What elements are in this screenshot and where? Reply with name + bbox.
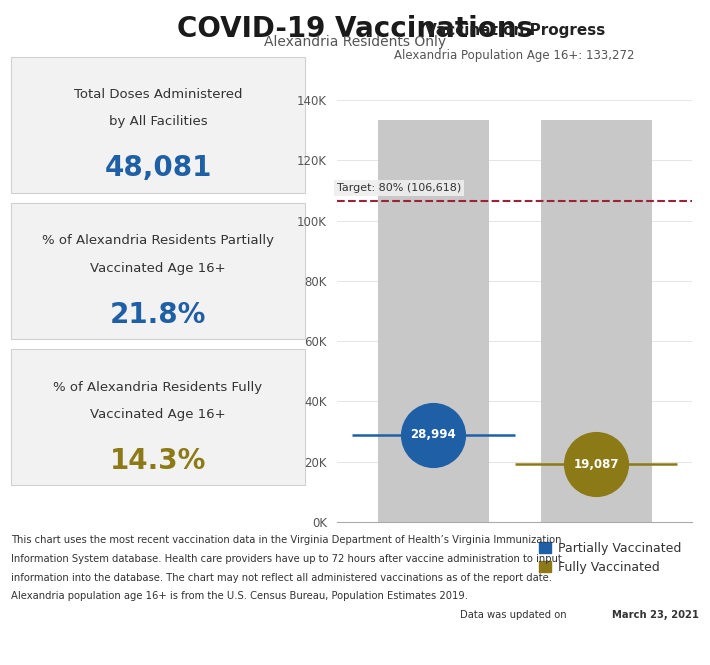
Point xyxy=(427,430,439,440)
Text: COVID-19 Vaccinations: COVID-19 Vaccinations xyxy=(177,15,533,43)
Text: Alexandria Population Age 16+: 133,272: Alexandria Population Age 16+: 133,272 xyxy=(395,49,635,62)
Text: Data was updated on: Data was updated on xyxy=(460,610,570,620)
Text: % of Alexandria Residents Partially: % of Alexandria Residents Partially xyxy=(42,235,274,247)
Text: 48,081: 48,081 xyxy=(104,154,212,182)
Text: Vaccinated Age 16+: Vaccinated Age 16+ xyxy=(90,262,226,275)
Text: 14.3%: 14.3% xyxy=(110,447,206,475)
Text: 21.8%: 21.8% xyxy=(110,301,206,329)
Text: Target: 80% (106,618): Target: 80% (106,618) xyxy=(337,183,462,193)
Text: March 23, 2021: March 23, 2021 xyxy=(612,610,699,620)
FancyBboxPatch shape xyxy=(11,57,305,193)
Text: Total Doses Administered: Total Doses Administered xyxy=(74,88,242,101)
Bar xyxy=(378,120,489,522)
Text: 28,994: 28,994 xyxy=(410,428,457,441)
Text: information into the database. The chart may not reflect all administered vaccin: information into the database. The chart… xyxy=(11,573,552,583)
Text: Vaccination Progress: Vaccination Progress xyxy=(425,23,605,38)
Legend: Partially Vaccinated, Fully Vaccinated: Partially Vaccinated, Fully Vaccinated xyxy=(534,537,686,579)
Bar xyxy=(540,120,652,522)
FancyBboxPatch shape xyxy=(11,349,305,485)
FancyBboxPatch shape xyxy=(11,203,305,339)
Text: 19,087: 19,087 xyxy=(574,458,619,471)
Text: % of Alexandria Residents Fully: % of Alexandria Residents Fully xyxy=(53,381,263,394)
Text: Vaccinated Age 16+: Vaccinated Age 16+ xyxy=(90,408,226,421)
Point xyxy=(591,459,602,469)
Text: This chart uses the most recent vaccination data in the Virginia Department of H: This chart uses the most recent vaccinat… xyxy=(11,535,561,545)
Text: Alexandria Residents Only: Alexandria Residents Only xyxy=(264,35,446,49)
Text: Information System database. Health care providers have up to 72 hours after vac: Information System database. Health care… xyxy=(11,554,562,564)
Text: Alexandria population age 16+ is from the U.S. Census Bureau, Population Estimat: Alexandria population age 16+ is from th… xyxy=(11,591,468,601)
Text: by All Facilities: by All Facilities xyxy=(109,116,207,128)
